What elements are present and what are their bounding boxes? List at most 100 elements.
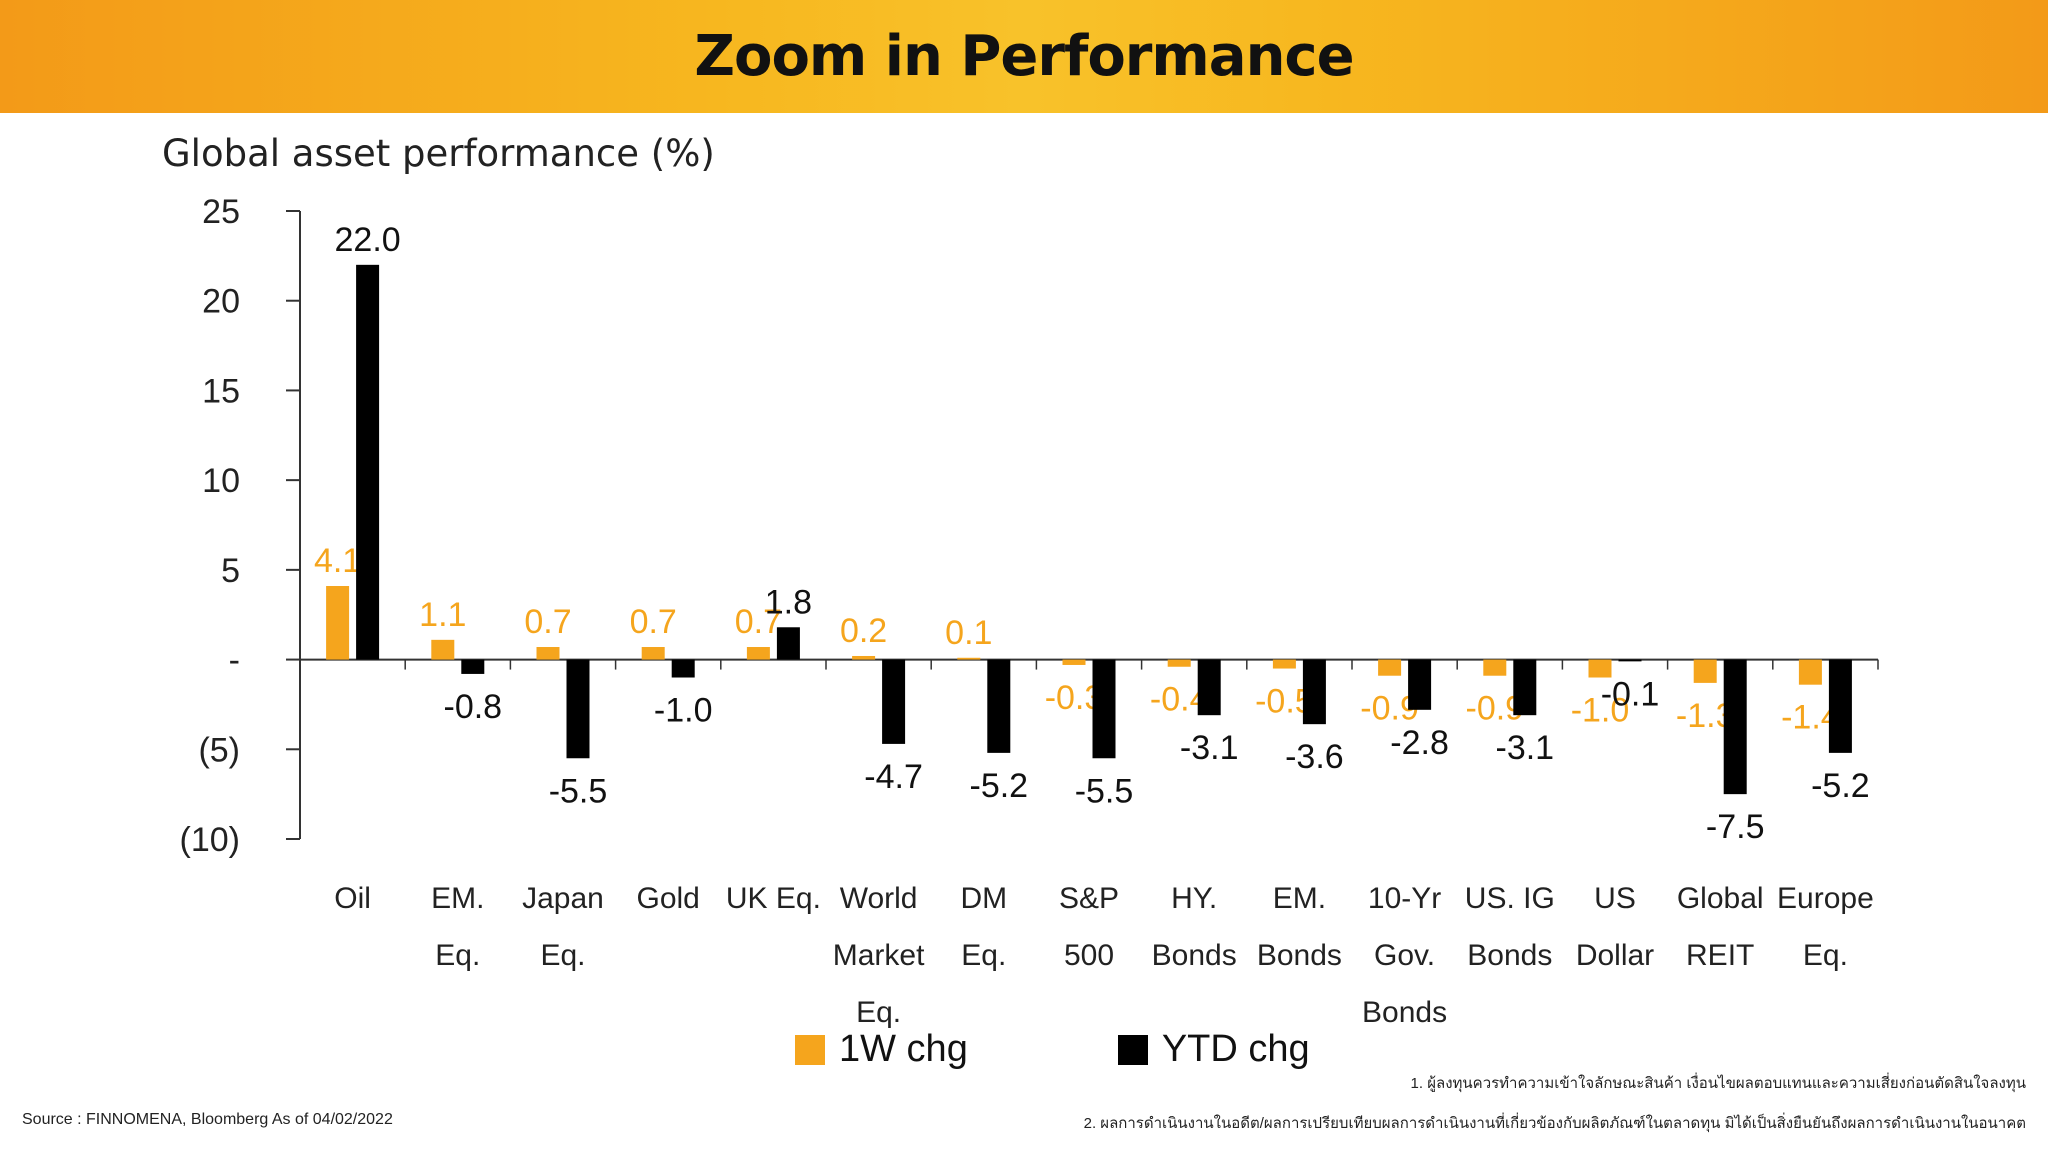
category-label-9: EM.	[1273, 882, 1326, 915]
banner-title: Zoom in Performance	[694, 24, 1354, 89]
label-1w-6: 0.1	[945, 614, 992, 652]
label-1w-12: -1.0	[1571, 692, 1630, 730]
label-1w-0: 4.1	[314, 542, 361, 580]
bar-ytd-9	[1302, 659, 1326, 725]
bar-ytd-1	[461, 659, 485, 674]
bar-ytd-12	[1618, 659, 1642, 662]
category-label-10: 10-Yr	[1368, 882, 1441, 915]
category-label-12: Dollar	[1576, 939, 1654, 972]
y-tick-label: 25	[202, 193, 240, 231]
category-label-14: Europe	[1777, 882, 1874, 915]
bar-ytd-2	[566, 659, 590, 759]
legend-label-ytd: YTD chg	[1161, 1028, 1310, 1070]
category-label-6: DM	[960, 882, 1007, 915]
bar-1w-3	[641, 647, 665, 660]
bar-1w-12	[1588, 659, 1612, 678]
label-ytd-11: -3.1	[1496, 729, 1555, 767]
label-ytd-14: -5.2	[1811, 767, 1870, 805]
category-label-5: Market	[833, 939, 925, 972]
bar-ytd-3	[671, 659, 695, 678]
bar-1w-9	[1272, 659, 1296, 669]
y-tick-label: 15	[202, 372, 240, 410]
legend-swatch-1w	[795, 1034, 825, 1065]
label-1w-1: 1.1	[419, 596, 466, 634]
bar-ytd-7	[1092, 659, 1116, 759]
category-label-13: Global	[1677, 882, 1764, 915]
category-label-4: UK Eq.	[726, 882, 821, 915]
y-tick-label: (5)	[198, 731, 240, 769]
bar-1w-0	[326, 586, 350, 660]
category-label-12: US	[1594, 882, 1636, 915]
label-ytd-8: -3.1	[1180, 729, 1239, 767]
label-ytd-5: -4.7	[864, 758, 923, 796]
bar-1w-7	[1062, 659, 1086, 665]
category-label-5: World	[840, 882, 918, 915]
label-1w-3: 0.7	[630, 603, 677, 641]
category-label-1: Eq.	[435, 939, 480, 972]
label-ytd-6: -5.2	[970, 767, 1029, 805]
bar-1w-4	[746, 647, 770, 660]
legend: 1W chg YTD chg	[795, 1028, 1310, 1071]
chart-title: Global asset performance (%)	[162, 132, 715, 175]
category-label-10: Bonds	[1362, 996, 1447, 1029]
bar-1w-8	[1167, 659, 1191, 667]
legend-swatch-ytd	[1117, 1034, 1148, 1065]
category-label-14: Eq.	[1803, 939, 1848, 972]
category-label-8: HY.	[1171, 882, 1217, 915]
bar-ytd-10	[1408, 659, 1432, 710]
bar-1w-13	[1693, 659, 1717, 683]
legend-label-1w: 1W chg	[839, 1028, 968, 1070]
bar-1w-5	[852, 655, 876, 660]
label-1w-2: 0.7	[524, 603, 571, 641]
legend-item-ytd: YTD chg	[1117, 1028, 1310, 1071]
category-label-6: Eq.	[961, 939, 1006, 972]
bar-ytd-11	[1513, 659, 1537, 716]
bar-1w-14	[1798, 659, 1822, 685]
label-ytd-0: 22.0	[335, 221, 401, 259]
bar-1w-2	[536, 647, 560, 660]
label-ytd-3: -1.0	[654, 692, 713, 730]
category-label-0: Oil	[334, 882, 371, 915]
disclaimer-note-2: 2. ผลการดำเนินงานในอดีต/ผลการเปรียบเทียบ…	[1083, 1115, 2026, 1132]
label-ytd-10: -2.8	[1390, 724, 1449, 762]
bar-1w-11	[1483, 659, 1507, 676]
bar-ytd-6	[987, 659, 1011, 753]
bar-ytd-13	[1723, 659, 1747, 795]
label-1w-5: 0.2	[840, 612, 887, 650]
bar-1w-6	[957, 657, 981, 660]
legend-item-1w: 1W chg	[795, 1028, 968, 1071]
label-ytd-9: -3.6	[1285, 738, 1344, 776]
disclaimer-note-1: 1. ผู้ลงทุนควรทำความเข้าใจลักษณะสินค้า เ…	[1410, 1075, 2026, 1092]
y-tick-label: 5	[221, 552, 240, 590]
label-ytd-2: -5.5	[549, 772, 608, 810]
bar-ytd-8	[1197, 659, 1221, 716]
bar-ytd-5	[882, 659, 906, 744]
category-label-13: REIT	[1686, 939, 1754, 972]
bar-1w-1	[431, 639, 455, 660]
category-label-7: S&P	[1059, 882, 1119, 915]
category-label-9: Bonds	[1257, 939, 1342, 972]
bar-1w-10	[1378, 659, 1402, 676]
label-ytd-7: -5.5	[1075, 772, 1134, 810]
source-note: Source : FINNOMENA, Bloomberg As of 04/0…	[22, 1111, 393, 1128]
category-label-11: Bonds	[1467, 939, 1552, 972]
label-ytd-4: 1.8	[765, 583, 812, 621]
category-label-2: Japan	[522, 882, 604, 915]
header-banner: Zoom in Performance	[0, 0, 2048, 113]
y-tick-label: 20	[202, 283, 240, 321]
category-label-11: US. IG	[1465, 882, 1555, 915]
label-ytd-13: -7.5	[1706, 808, 1765, 846]
category-label-1: EM.	[431, 882, 484, 915]
category-label-5: Eq.	[856, 996, 901, 1029]
y-tick-label: (10)	[180, 821, 240, 859]
bar-ytd-4	[776, 627, 800, 660]
y-tick-label: -	[229, 642, 240, 680]
category-label-3: Gold	[637, 882, 700, 915]
y-tick-label: 10	[202, 462, 240, 500]
category-label-2: Eq.	[540, 939, 585, 972]
bar-ytd-0	[356, 264, 380, 660]
label-1w-4: 0.7	[735, 603, 782, 641]
label-ytd-1: -0.8	[444, 688, 503, 726]
category-label-10: Gov.	[1374, 939, 1435, 972]
